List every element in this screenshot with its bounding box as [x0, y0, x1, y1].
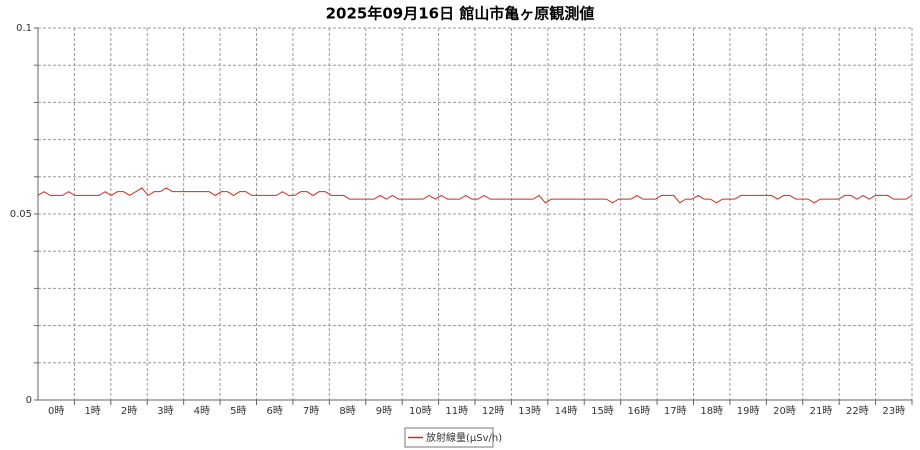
x-tick-label: 19時	[737, 405, 760, 417]
x-tick-label: 20時	[773, 405, 796, 417]
x-tick-label: 16時	[628, 405, 651, 417]
legend-box	[404, 427, 494, 448]
x-tick-label: 22時	[846, 405, 869, 417]
y-tick-label: 0	[26, 395, 32, 406]
x-tick-label: 15時	[591, 405, 614, 417]
x-tick-label: 8時	[339, 405, 355, 417]
x-tick-label: 11時	[445, 405, 468, 417]
x-tick-label: 23時	[882, 405, 905, 417]
x-tick-label: 14時	[555, 405, 578, 417]
x-tick-label: 9時	[376, 405, 392, 417]
data-line	[37, 187, 913, 204]
x-tick-label: 1時	[84, 405, 100, 417]
x-tick-label: 4時	[194, 405, 210, 417]
x-tick-label: 3時	[157, 405, 173, 417]
x-tick-label: 0時	[48, 405, 64, 417]
x-tick-label: 12時	[482, 405, 505, 417]
x-tick-label: 6時	[267, 405, 283, 417]
x-tick-label: 13時	[518, 405, 541, 417]
x-tick-label: 7時	[303, 405, 319, 417]
x-tick-label: 5時	[230, 405, 246, 417]
x-tick-label: 10時	[409, 405, 432, 417]
y-tick-label: 0.05	[10, 209, 32, 220]
chart-title: 2025年09月16日 館山市亀ヶ原観測値	[326, 5, 595, 23]
x-tick-label: 21時	[810, 405, 833, 417]
legend-label: 放射線量(μSv/h)	[426, 431, 502, 444]
x-tick-label: 17時	[664, 405, 687, 417]
y-tick-label: 0.1	[16, 23, 32, 34]
x-tick-label: 2時	[121, 405, 137, 417]
x-tick-label: 18時	[700, 405, 723, 417]
